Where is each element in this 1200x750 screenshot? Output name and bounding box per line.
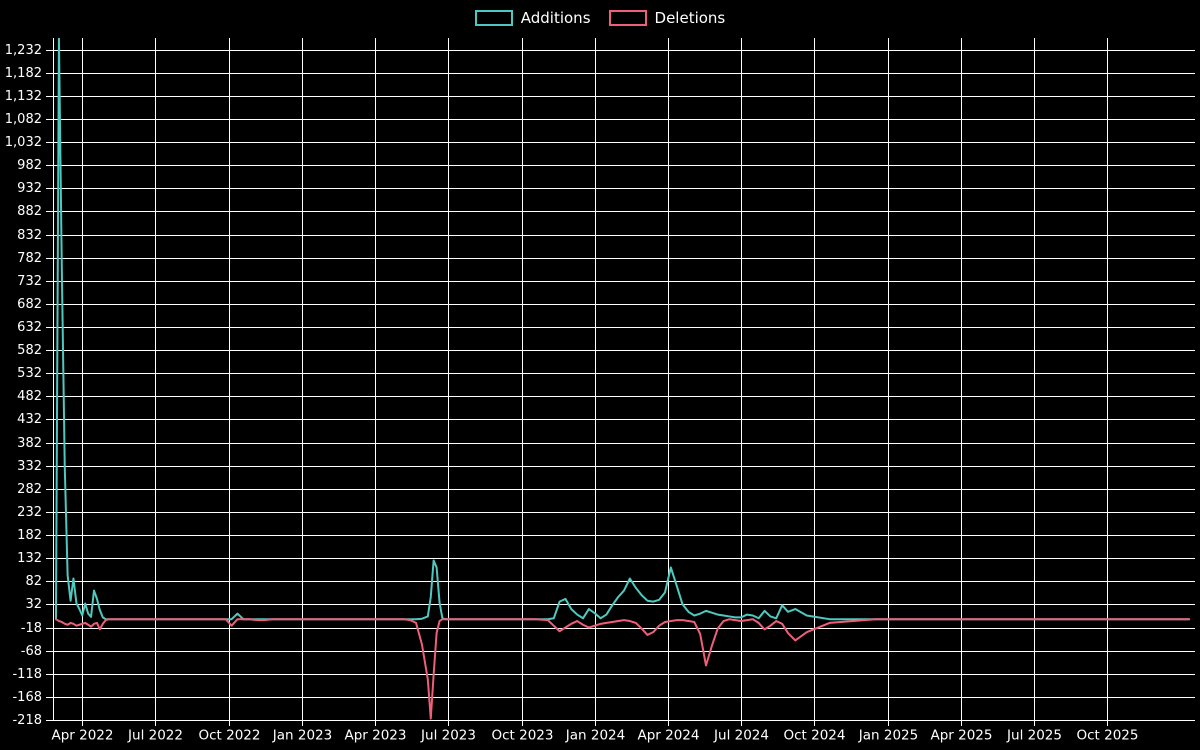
- y-tick-label: 1,082: [5, 112, 42, 127]
- x-tick-label: Jul 2025: [1006, 728, 1062, 744]
- y-tick-label: -218: [12, 713, 42, 728]
- y-tick-label: 632: [17, 320, 42, 335]
- x-tick-label: Apr 2023: [344, 728, 406, 744]
- y-tick-label: 1,032: [5, 135, 42, 150]
- y-tick-label: -118: [12, 667, 42, 682]
- y-tick-label: 582: [17, 343, 42, 358]
- y-tick-label: 482: [17, 389, 42, 404]
- y-tick-label: 782: [17, 251, 42, 266]
- series-line-additions: [54, 38, 1191, 621]
- y-tick-label: 282: [17, 482, 42, 497]
- x-tick-label: Jul 2022: [127, 728, 183, 744]
- gridlines: [53, 38, 1195, 721]
- y-tick-label: 232: [17, 505, 42, 520]
- y-axis-ticks: 1,232 1,182 1,132 1,082 1,032 982 932 882 832 782…: [5, 43, 53, 728]
- y-tick-label: 1,232: [5, 43, 42, 58]
- x-tick-label: Jul 2024: [713, 728, 769, 744]
- y-tick-label: -68: [21, 644, 42, 659]
- x-tick-label: Oct 2024: [784, 728, 846, 744]
- x-tick-label: Jan 2025: [858, 728, 918, 744]
- y-tick-label: 882: [17, 204, 42, 219]
- legend-entry-deletions[interactable]: Deletions: [608, 9, 726, 27]
- x-tick-label: Jul 2023: [420, 728, 476, 744]
- legend-swatch-deletions: [608, 10, 647, 26]
- y-tick-label: 382: [17, 436, 42, 451]
- x-tick-label: Apr 2024: [637, 728, 699, 744]
- chart-legend: Additions Deletions: [0, 0, 1200, 36]
- y-tick-label: 432: [17, 412, 42, 427]
- x-tick-label: Apr 2025: [930, 728, 992, 744]
- legend-label-additions: Additions: [520, 9, 591, 27]
- y-tick-label: 682: [17, 297, 42, 312]
- y-tick-label: 982: [17, 158, 42, 173]
- data-series: [54, 38, 1191, 720]
- y-tick-label: 1,132: [5, 89, 42, 104]
- x-tick-label: Oct 2023: [492, 728, 554, 744]
- y-tick-label: 82: [25, 574, 42, 589]
- y-tick-label: 832: [17, 228, 42, 243]
- y-tick-label: 732: [17, 274, 42, 289]
- x-tick-label: Oct 2022: [199, 728, 261, 744]
- legend-entry-additions[interactable]: Additions: [474, 9, 591, 27]
- x-tick-label: Jan 2023: [272, 728, 332, 744]
- y-tick-label: 1,182: [5, 66, 42, 81]
- legend-label-deletions: Deletions: [654, 9, 726, 27]
- x-axis-ticks: Apr 2022 Jul 2022 Oct 2022 Jan 2023 Apr 2023…: [51, 720, 1139, 744]
- x-tick-label: Oct 2025: [1077, 728, 1139, 744]
- y-tick-label: 332: [17, 459, 42, 474]
- y-tick-label: 182: [17, 528, 42, 543]
- series-line-deletions: [54, 618, 1191, 720]
- y-tick-label: -18: [21, 621, 42, 636]
- y-tick-label: 932: [17, 181, 42, 196]
- x-tick-label: Jan 2024: [565, 728, 625, 744]
- y-tick-label: 32: [25, 597, 42, 612]
- legend-swatch-additions: [474, 10, 513, 26]
- y-tick-label: 132: [17, 551, 42, 566]
- x-tick-label: Apr 2022: [51, 728, 113, 744]
- y-tick-label: 532: [17, 366, 42, 381]
- y-tick-label: -168: [12, 690, 42, 705]
